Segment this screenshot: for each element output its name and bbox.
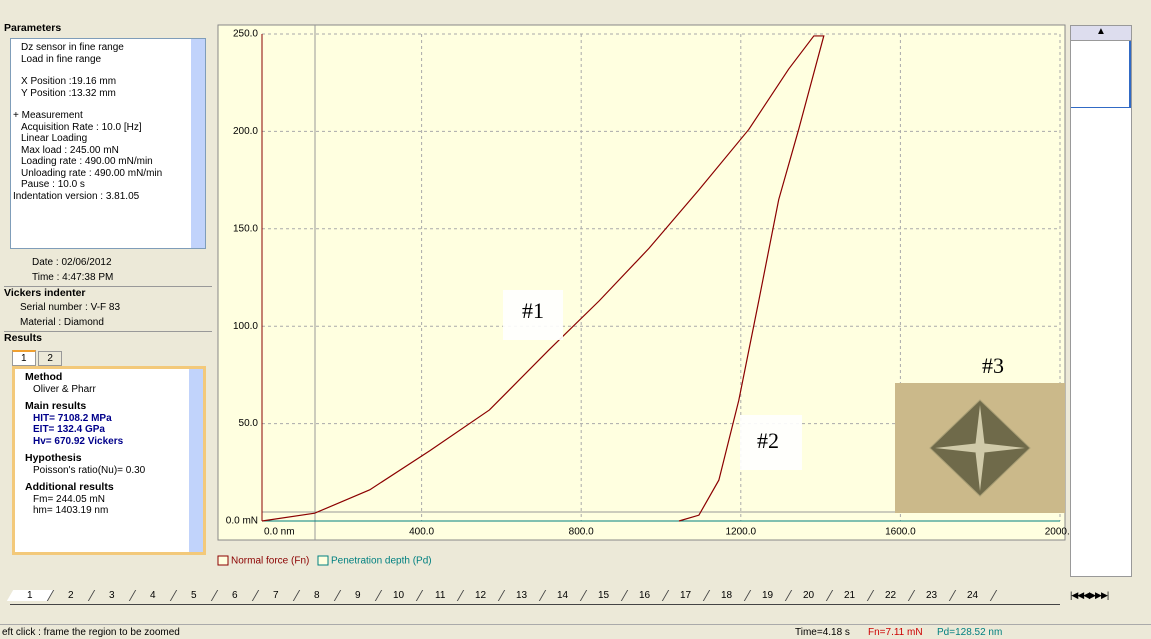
tab-label: 11 (435, 590, 445, 601)
page-tab[interactable]: 18 (704, 590, 751, 601)
page-tab[interactable]: 8 (294, 590, 341, 601)
tab-label: 7 (273, 590, 279, 601)
tab-label: 13 (516, 590, 527, 601)
tab-label: 24 (967, 590, 978, 601)
page-tab[interactable]: 15 (581, 590, 628, 601)
status-text: Pd=128.52 nm (937, 627, 1002, 638)
tab-label: 14 (557, 590, 568, 601)
page-tab[interactable]: 12 (458, 590, 505, 601)
tab-label: 19 (762, 590, 773, 601)
tab-label: 17 (680, 590, 691, 601)
page-tab[interactable]: 11 (417, 590, 464, 601)
side-list[interactable]: ▲ (1070, 25, 1132, 577)
page-tab[interactable]: 22 (868, 590, 915, 601)
page-tab[interactable]: 24 (950, 590, 997, 601)
tab-label: 5 (191, 590, 197, 601)
page-tab[interactable]: 20 (786, 590, 833, 601)
annotation: #3 (982, 353, 1004, 378)
x-tick-label: 0.0 nm (264, 527, 295, 538)
x-tick-label: 2000.0 (1045, 527, 1070, 538)
page-tab[interactable]: 23 (909, 590, 956, 601)
tab-label: 18 (721, 590, 732, 601)
tab-label: 20 (803, 590, 814, 601)
page-tab[interactable]: 2 (48, 590, 95, 601)
legend-label: Penetration depth (Pd) (331, 556, 432, 567)
page-tab[interactable]: 6 (212, 590, 259, 601)
page-tab[interactable]: 7 (253, 590, 300, 601)
y-tick-label: 0.0 mN (226, 516, 258, 527)
status-text: Fn=7.11 mN (868, 627, 923, 638)
scroll-up[interactable]: ▲ (1071, 26, 1131, 41)
selection (1071, 41, 1131, 108)
tab-label: 21 (844, 590, 855, 601)
page-tab[interactable]: 4 (130, 590, 177, 601)
page-tab[interactable]: 13 (499, 590, 546, 601)
tab-label: 6 (232, 590, 238, 601)
tab-label: 1 (27, 590, 33, 601)
page-tab[interactable]: 5 (171, 590, 218, 601)
tab-label: 23 (926, 590, 937, 601)
page-tab[interactable]: 1 (7, 590, 54, 601)
x-tick-label: 800.0 (569, 527, 594, 538)
chart: 0.0 mN 50.0 100.0 150.0 200.0 250.0 0.0 nm 400.… (0, 0, 1070, 580)
y-tick-label: 50.0 (239, 418, 259, 429)
y-tick-label: 150.0 (233, 223, 258, 234)
status-text: eft click : frame the region to be zoome… (2, 627, 180, 638)
tab-label: 2 (68, 590, 74, 601)
status-text: Time=4.18 s (795, 627, 850, 638)
y-tick-label: 250.0 (233, 29, 258, 40)
x-tick-label: 1600.0 (885, 527, 916, 538)
page-tab[interactable]: 9 (335, 590, 382, 601)
tab-label: 10 (393, 590, 404, 601)
annotation: #2 (757, 428, 779, 453)
page-tab[interactable]: 17 (663, 590, 710, 601)
x-tick-label: 400.0 (409, 527, 434, 538)
status-bar: eft click : frame the region to be zoome… (0, 624, 1151, 639)
page-tab[interactable]: 16 (622, 590, 669, 601)
page-tab[interactable]: 21 (827, 590, 874, 601)
page-tab[interactable]: 14 (540, 590, 587, 601)
page-tab[interactable]: 19 (745, 590, 792, 601)
x-tick-label: 1200.0 (726, 527, 757, 538)
tab-label: 4 (150, 590, 156, 601)
page-tab[interactable]: 3 (89, 590, 136, 601)
annotation: #1 (522, 298, 544, 323)
tab-label: 8 (314, 590, 320, 601)
tab-label: 16 (639, 590, 650, 601)
legend-swatch (318, 556, 328, 565)
tab-label: 22 (885, 590, 896, 601)
tab-label: 15 (598, 590, 609, 601)
tab-label: 3 (109, 590, 115, 601)
y-tick-label: 200.0 (233, 126, 258, 137)
legend-label: Normal force (Fn) (231, 556, 309, 567)
y-tick-label: 100.0 (233, 321, 258, 332)
page-tab[interactable]: 10 (376, 590, 423, 601)
app: Parameters Dz sensor in fine range Load … (0, 0, 1151, 638)
tab-label: 9 (355, 590, 361, 601)
legend-swatch (218, 556, 228, 565)
nav-buttons[interactable]: |◀◀◀▶▶▶| (1070, 590, 1108, 601)
tab-label: 12 (475, 590, 486, 601)
